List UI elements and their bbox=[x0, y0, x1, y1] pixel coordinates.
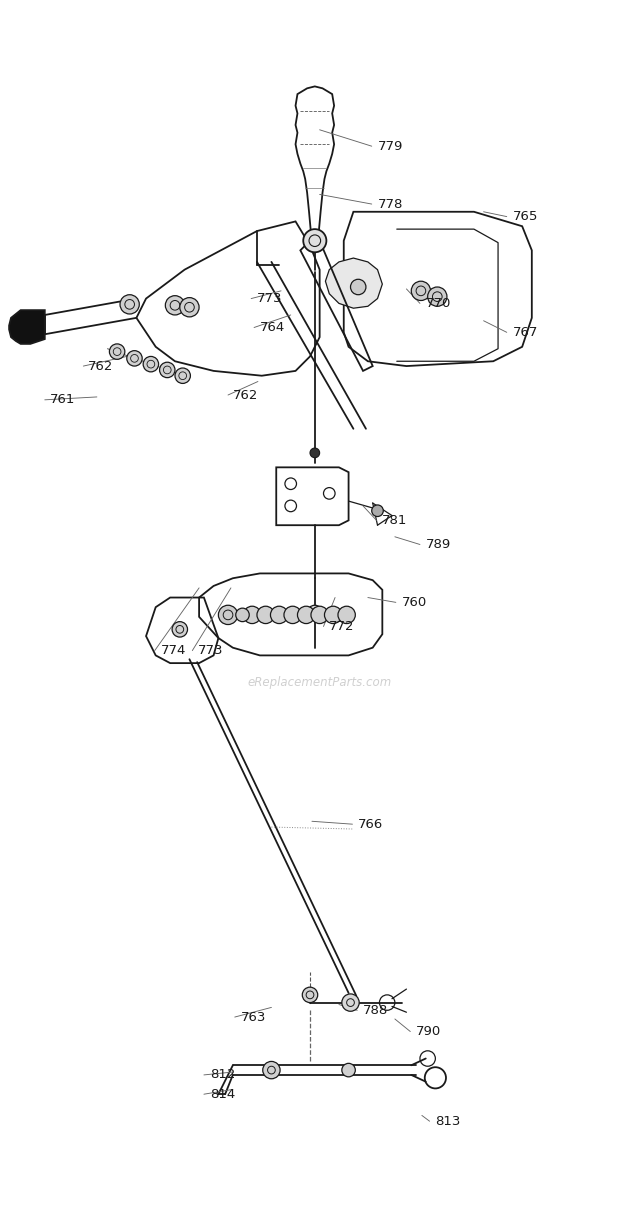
Circle shape bbox=[270, 606, 288, 623]
Circle shape bbox=[166, 296, 185, 315]
Text: 773: 773 bbox=[257, 293, 283, 305]
Text: 814: 814 bbox=[210, 1088, 235, 1100]
Text: 761: 761 bbox=[50, 393, 75, 406]
Text: 779: 779 bbox=[378, 140, 403, 153]
Circle shape bbox=[126, 350, 142, 366]
Text: 813: 813 bbox=[435, 1115, 461, 1127]
Circle shape bbox=[350, 279, 366, 295]
Text: 770: 770 bbox=[426, 297, 451, 310]
Text: 763: 763 bbox=[241, 1011, 266, 1023]
Circle shape bbox=[244, 606, 261, 623]
Text: 762: 762 bbox=[233, 388, 258, 401]
Text: 762: 762 bbox=[88, 360, 113, 372]
Circle shape bbox=[303, 987, 317, 1002]
Circle shape bbox=[307, 605, 322, 621]
Circle shape bbox=[411, 282, 430, 301]
Circle shape bbox=[310, 448, 320, 458]
Circle shape bbox=[109, 344, 125, 360]
Text: 789: 789 bbox=[426, 539, 451, 551]
Text: 766: 766 bbox=[358, 818, 384, 831]
Text: 767: 767 bbox=[513, 326, 538, 339]
Polygon shape bbox=[326, 258, 383, 308]
Text: eReplacementParts.com: eReplacementParts.com bbox=[247, 676, 392, 689]
Circle shape bbox=[180, 297, 199, 317]
Circle shape bbox=[372, 506, 383, 517]
Circle shape bbox=[298, 606, 315, 623]
Circle shape bbox=[172, 622, 187, 636]
Text: 764: 764 bbox=[260, 321, 285, 334]
Polygon shape bbox=[9, 310, 45, 344]
Circle shape bbox=[342, 1064, 355, 1077]
Text: 788: 788 bbox=[363, 1004, 388, 1017]
Text: 760: 760 bbox=[402, 596, 427, 608]
Circle shape bbox=[428, 286, 447, 306]
Circle shape bbox=[338, 606, 355, 623]
Circle shape bbox=[284, 606, 301, 623]
Text: 812: 812 bbox=[210, 1069, 235, 1082]
Text: 773: 773 bbox=[198, 644, 224, 657]
Text: 774: 774 bbox=[161, 644, 186, 657]
Text: 778: 778 bbox=[378, 197, 403, 211]
Circle shape bbox=[311, 606, 329, 623]
Circle shape bbox=[175, 368, 190, 383]
Circle shape bbox=[324, 606, 342, 623]
Circle shape bbox=[159, 362, 175, 378]
Circle shape bbox=[236, 608, 249, 622]
Circle shape bbox=[342, 994, 359, 1011]
Polygon shape bbox=[296, 87, 334, 233]
Circle shape bbox=[303, 229, 326, 252]
Circle shape bbox=[263, 1061, 280, 1078]
Text: 790: 790 bbox=[416, 1024, 441, 1038]
Circle shape bbox=[143, 356, 159, 372]
Circle shape bbox=[257, 606, 274, 623]
Text: 765: 765 bbox=[513, 211, 538, 223]
Circle shape bbox=[120, 295, 140, 315]
Text: 772: 772 bbox=[329, 621, 355, 633]
Text: 781: 781 bbox=[383, 514, 408, 526]
Circle shape bbox=[218, 605, 237, 624]
